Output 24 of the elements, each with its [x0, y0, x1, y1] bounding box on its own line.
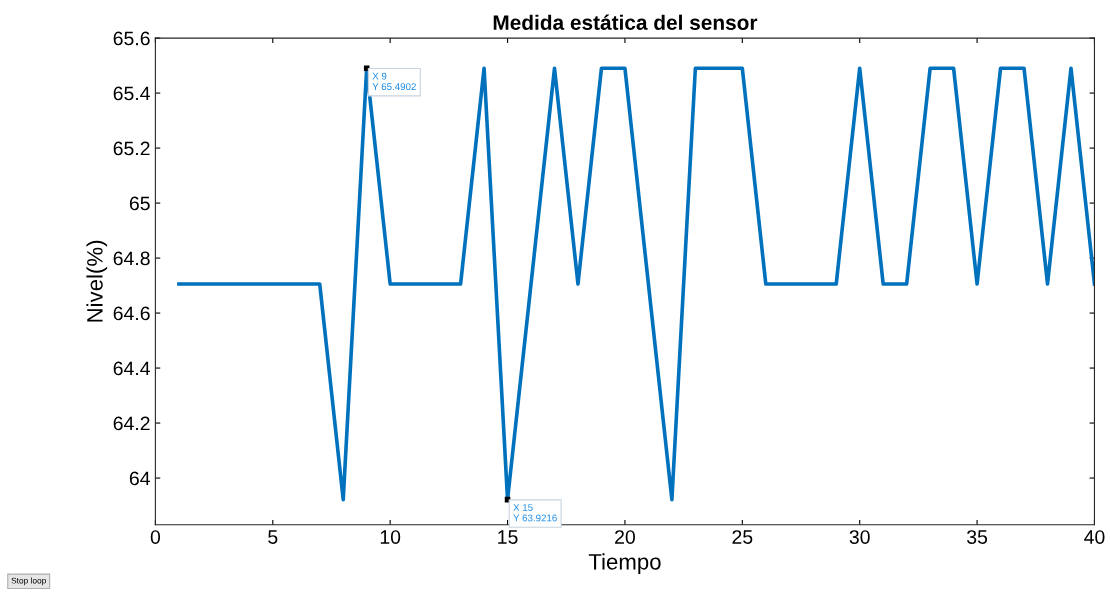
y-tick-label: 64 — [129, 471, 150, 486]
y-axis-title: Nivel(%) — [86, 240, 108, 322]
x-tick-label: 30 — [849, 530, 870, 544]
x-tick-label: 35 — [967, 530, 988, 544]
y-tick-label: 65.4 — [113, 86, 150, 101]
y-tick-label: 64.6 — [113, 306, 150, 321]
y-tick-label: 65 — [129, 196, 150, 211]
y-tick-label: 64.2 — [113, 416, 150, 431]
y-tick-label: 65.2 — [113, 141, 150, 156]
y-tick-label: 64.8 — [113, 251, 150, 266]
x-tick-label: 5 — [268, 530, 278, 544]
x-tick-label: 40 — [1084, 530, 1105, 544]
x-tick-label: 10 — [380, 530, 401, 544]
annotation: X 9 Y 65.4902 — [372, 72, 416, 91]
y-tick-label: 64.4 — [113, 361, 150, 376]
chart-title: Medida estática del sensor — [493, 14, 758, 30]
y-tick-label: 65.6 — [113, 31, 150, 46]
x-tick-label: 0 — [150, 530, 161, 544]
x-tick-label: 20 — [615, 530, 635, 544]
text: Stop loop — [11, 577, 46, 586]
annotation: X 15 Y 63.9216 — [513, 504, 557, 522]
x-tick-label: 25 — [732, 530, 753, 544]
x-axis-title: Tiempo — [588, 553, 661, 575]
x-tick-label: 15 — [498, 530, 518, 544]
